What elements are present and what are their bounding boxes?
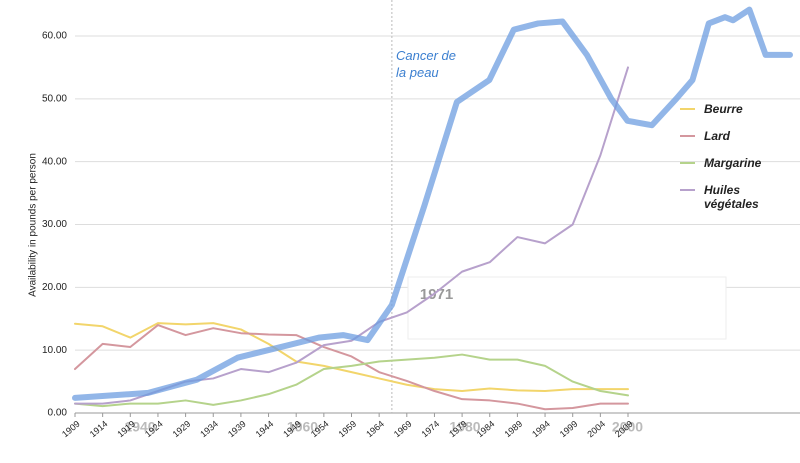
overlay-tick-label: 1960 (287, 419, 318, 435)
x-tick-label: 1999 (558, 419, 580, 440)
overlay-line (72, 6, 793, 401)
overlay-box (407, 276, 727, 340)
x-tick-label: 1994 (530, 419, 552, 440)
overlay-tick-label: 1980 (449, 419, 480, 435)
legend-label: Lard (704, 129, 731, 143)
legend-label: Margarine (704, 156, 762, 170)
x-tick-label: 1944 (254, 419, 276, 440)
y-tick-label: 60.00 (42, 31, 67, 42)
annotation: Cancer de la peau (396, 48, 456, 80)
y-tick-label: 20.00 (42, 282, 67, 293)
x-tick-label: 1909 (60, 419, 82, 440)
overlay-tick-label: 2000 (612, 419, 643, 435)
x-tick-label: 1914 (88, 419, 110, 440)
x-tick-label: 2004 (585, 419, 607, 440)
overlay-tick-label: 1940 (124, 419, 155, 435)
x-tick-label: 1939 (226, 419, 248, 440)
legend-label: Huiles végétales (704, 183, 759, 211)
x-tick-label: 1969 (392, 419, 414, 440)
series-line (74, 324, 629, 411)
x-tick-label: 1934 (198, 419, 220, 440)
x-tick-label: 1964 (364, 419, 386, 440)
y-tick-label: 40.00 (42, 156, 67, 167)
series-line (74, 322, 629, 393)
legend-label: Beurre (704, 102, 743, 116)
x-tick-label: 1989 (502, 419, 524, 440)
series-line (74, 66, 629, 405)
y-tick-label: 10.00 (42, 345, 67, 356)
y-axis-label: Availability in pounds per person (28, 153, 39, 297)
x-tick-label: 1929 (171, 419, 193, 440)
series-line (74, 353, 629, 408)
x-tick-label: 1974 (419, 419, 441, 440)
y-tick-label: 50.00 (42, 93, 67, 104)
y-tick-label: 0.00 (48, 408, 68, 419)
x-tick-label: 1959 (337, 419, 359, 440)
y-tick-label: 30.00 (42, 219, 67, 230)
